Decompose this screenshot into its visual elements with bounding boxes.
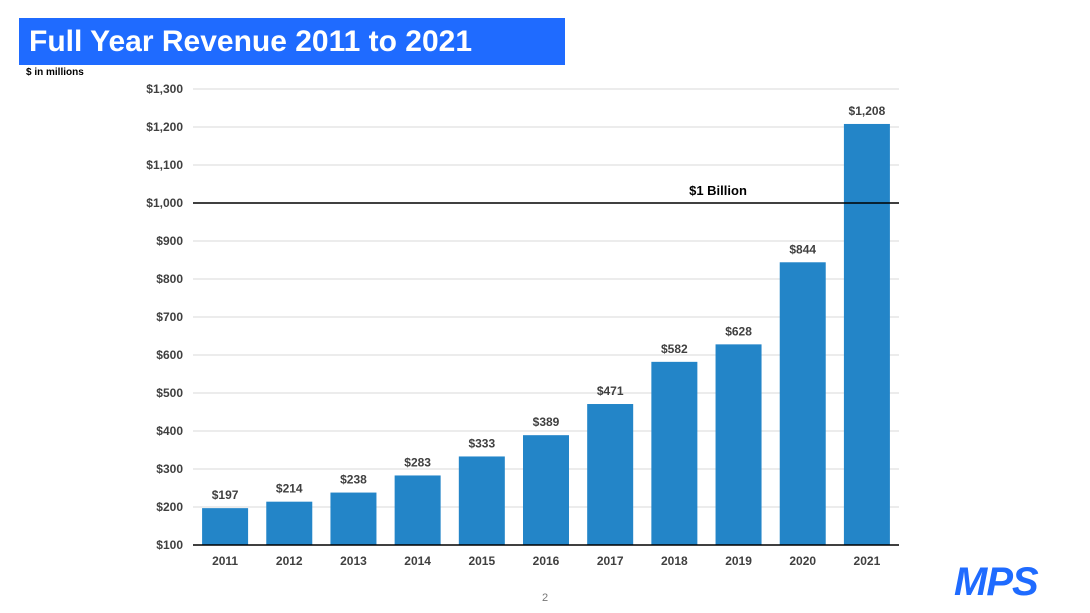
- data-label: $283: [404, 455, 431, 469]
- bar-2016: [523, 435, 569, 545]
- bar-2020: [779, 262, 826, 545]
- x-tick-label: 2011: [212, 554, 238, 568]
- x-tick-label: 2019: [725, 554, 752, 568]
- bar-2012: [266, 501, 313, 545]
- x-tick-label: 2020: [789, 554, 816, 568]
- y-tick-label: $100: [156, 538, 183, 552]
- x-tick-label: 2015: [468, 554, 495, 568]
- data-label: $582: [661, 342, 688, 356]
- reference-line-label: $1 Billion: [689, 183, 747, 198]
- data-label: $471: [597, 384, 624, 398]
- data-label: $333: [468, 436, 495, 450]
- data-label: $197: [212, 488, 239, 502]
- bar-2018: [651, 361, 698, 545]
- x-tick-label: 2018: [661, 554, 688, 568]
- y-tick-label: $300: [156, 462, 183, 476]
- data-label: $214: [276, 482, 303, 496]
- bar-2013: [330, 492, 377, 545]
- y-tick-label: $800: [156, 272, 183, 286]
- data-label: $1,208: [849, 104, 886, 118]
- title-bar: Full Year Revenue 2011 to 2021: [19, 18, 565, 65]
- x-tick-label: 2012: [276, 554, 303, 568]
- y-tick-label: $1,100: [146, 158, 183, 172]
- x-tick-label: 2014: [404, 554, 431, 568]
- y-tick-label: $1,300: [146, 82, 183, 96]
- y-tick-label: $1,200: [146, 120, 183, 134]
- data-label: $389: [533, 415, 560, 429]
- y-tick-label: $1,000: [146, 196, 183, 210]
- y-tick-label: $700: [156, 310, 183, 324]
- bar-2021: [843, 123, 890, 546]
- mps-logo: MPS: [954, 562, 1040, 600]
- x-tick-label: 2017: [597, 554, 624, 568]
- y-tick-label: $500: [156, 386, 183, 400]
- y-tick-label: $400: [156, 424, 183, 438]
- bar-2017: [587, 404, 634, 545]
- bar-2011: [202, 508, 249, 545]
- y-tick-label: $900: [156, 234, 183, 248]
- x-tick-label: 2013: [340, 554, 367, 568]
- data-label: $238: [340, 473, 367, 487]
- units-note: $ in millions: [26, 67, 84, 78]
- y-tick-label: $200: [156, 500, 183, 514]
- y-tick-label: $600: [156, 348, 183, 362]
- bar-2014: [394, 475, 441, 545]
- slide-title: Full Year Revenue 2011 to 2021: [29, 24, 473, 58]
- bar-2019: [715, 344, 762, 545]
- x-tick-label: 2016: [533, 554, 560, 568]
- bar-2015: [458, 456, 505, 545]
- data-label: $844: [789, 242, 816, 256]
- page-number: 2: [541, 592, 549, 604]
- data-label: $628: [725, 324, 752, 338]
- x-tick-label: 2021: [854, 554, 881, 568]
- logo-text: MPS: [954, 562, 1039, 600]
